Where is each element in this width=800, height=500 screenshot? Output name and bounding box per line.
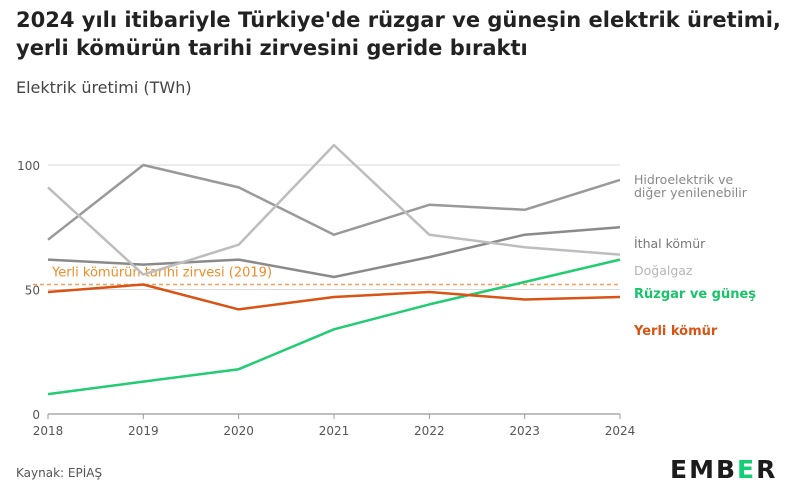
- series-line-4: [47, 283, 621, 311]
- x-tick-label-2020: 2020: [223, 424, 254, 438]
- x-tick-label-2021: 2021: [319, 424, 350, 438]
- x-tick-label-2024: 2024: [605, 424, 636, 438]
- peak-reference-label: Yerli kömürün tarihi zirvesi (2019): [51, 266, 272, 281]
- y-tick-label-100: 100: [17, 159, 40, 173]
- source-note: Kaynak: EPİAŞ: [16, 466, 103, 480]
- chart-subtitle: Elektrik üretimi (TWh): [16, 78, 192, 97]
- chart-title: 2024 yılı itibariyle Türkiye'de rüzgar v…: [16, 8, 781, 60]
- ember-logo: EMBER: [670, 455, 777, 484]
- series-line-3: [47, 258, 621, 396]
- logo-text-left: EMB: [670, 455, 738, 484]
- y-tick-label-0: 0: [32, 408, 40, 422]
- series-label-4: Yerli kömür: [633, 324, 718, 339]
- x-tick-label-2023: 2023: [509, 424, 540, 438]
- series-label-1: İthal kömür: [634, 236, 706, 251]
- series-label-0: Hidroelektrik ve diğer yenilenebilir: [634, 172, 748, 200]
- series-line-1: [47, 225, 621, 279]
- x-tick-label-2018: 2018: [33, 424, 64, 438]
- series-label-2: Doğalgaz: [634, 263, 693, 278]
- x-tick-label-2019: 2019: [128, 424, 159, 438]
- y-tick-label-50: 50: [25, 284, 40, 298]
- logo-accent-letter: E: [737, 455, 757, 484]
- series-line-0: [47, 163, 621, 241]
- logo-text-right: R: [756, 455, 778, 484]
- series-label-3: Rüzgar ve güneş: [634, 287, 756, 302]
- x-tick-label-2022: 2022: [414, 424, 445, 438]
- series-line-2: [47, 143, 621, 276]
